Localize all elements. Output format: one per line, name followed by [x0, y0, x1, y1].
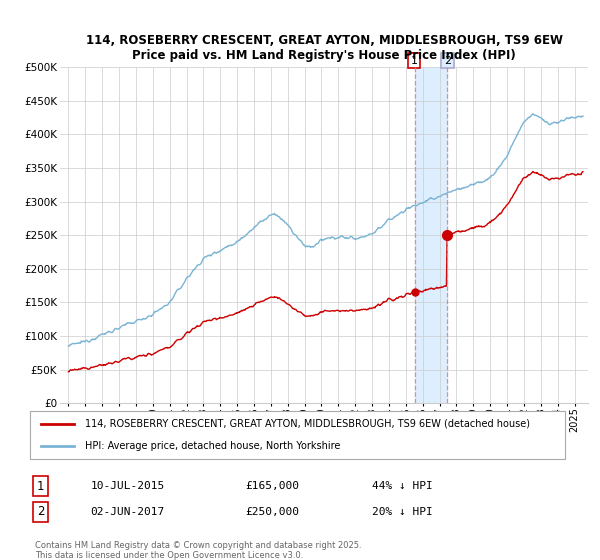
- Bar: [415, 67, 446, 403]
- Text: 2: 2: [444, 55, 451, 66]
- Text: £165,000: £165,000: [245, 481, 299, 491]
- FancyBboxPatch shape: [29, 412, 565, 459]
- Text: HPI: Average price, detached house, North Yorkshire: HPI: Average price, detached house, Nort…: [85, 441, 340, 451]
- Text: £250,000: £250,000: [245, 507, 299, 517]
- Text: 2: 2: [37, 506, 44, 519]
- Text: 114, ROSEBERRY CRESCENT, GREAT AYTON, MIDDLESBROUGH, TS9 6EW (detached house): 114, ROSEBERRY CRESCENT, GREAT AYTON, MI…: [85, 419, 530, 429]
- Text: 1: 1: [37, 479, 44, 493]
- Text: 44% ↓ HPI: 44% ↓ HPI: [372, 481, 433, 491]
- Text: Contains HM Land Registry data © Crown copyright and database right 2025.
This d: Contains HM Land Registry data © Crown c…: [35, 541, 362, 560]
- Text: 10-JUL-2015: 10-JUL-2015: [90, 481, 164, 491]
- Title: 114, ROSEBERRY CRESCENT, GREAT AYTON, MIDDLESBROUGH, TS9 6EW
Price paid vs. HM L: 114, ROSEBERRY CRESCENT, GREAT AYTON, MI…: [86, 34, 563, 62]
- Text: 02-JUN-2017: 02-JUN-2017: [90, 507, 164, 517]
- Text: 1: 1: [410, 55, 418, 66]
- Text: 20% ↓ HPI: 20% ↓ HPI: [372, 507, 433, 517]
